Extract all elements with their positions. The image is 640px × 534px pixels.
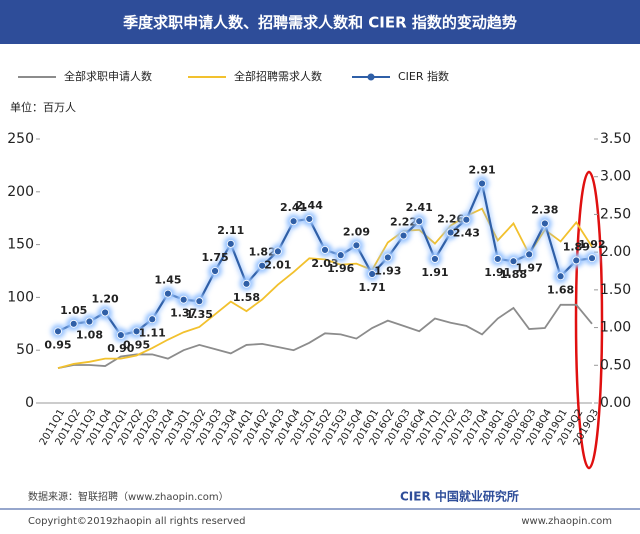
marker [368,270,377,278]
series-line [57,303,593,370]
marker [509,257,518,266]
legend-label: 全部招聘需求人数 [234,69,322,83]
marker [415,217,424,226]
y2-tick-label: 0.50 [600,357,631,373]
marker [226,239,235,248]
data-label: 1.92 [578,238,605,251]
data-label: 0.95 [123,338,150,351]
title-banner [0,0,640,44]
chart-title: 季度求职申请人数、招聘需求人数和 CIER 指数的变动趋势 [123,14,517,32]
data-label: 1.11 [139,326,166,339]
data-label: 2.41 [280,201,307,214]
data-label: 1.20 [92,292,119,305]
data-label: 2.22 [390,216,417,229]
source: 数据来源：智联招聘（www.zhaopin.com） [28,490,229,503]
marker [540,219,549,228]
y2-tick-label: 3.50 [600,131,631,147]
legend-label: CIER 指数 [398,69,449,83]
data-label: 2.01 [264,258,291,271]
marker [85,317,94,326]
y2-tick-label: 2.50 [600,206,631,222]
data-label: 1.68 [547,283,574,296]
highlight-ellipse [574,170,604,470]
data-label: 1.45 [154,274,181,287]
data-label: 2.44 [296,199,323,212]
marker [195,297,204,306]
marker [493,255,502,263]
marker [305,215,314,223]
y-tick-label: 0 [25,395,34,411]
marker [132,327,141,336]
data-label: 1.91 [421,266,448,279]
data-label: 1.91 [484,266,511,279]
data-label: 0.90 [107,342,134,355]
data-label: 1.35 [186,308,213,321]
y2-tick-label: 0.00 [600,395,631,411]
data-label: 1.82 [249,246,276,259]
copyright: Copyright©2019zhaopin all rights reserve… [28,516,245,527]
data-label: 1.58 [233,291,260,304]
data-label: 1.05 [60,304,87,317]
data-label: 1.75 [201,251,228,264]
marker [588,254,596,263]
y2-tick-label: 2.00 [600,244,631,260]
data-label: 1.97 [516,261,543,274]
marker [431,255,439,263]
data-label: 2.11 [217,224,244,237]
marker [242,279,251,288]
data-label: 2.09 [343,225,370,238]
marker [525,250,534,259]
marker [572,256,581,265]
marker [69,319,78,328]
y-tick-label: 50 [16,342,34,358]
marker [148,315,157,324]
y-tick-label: 200 [7,184,34,200]
y-tick-label: 250 [7,131,34,147]
marker [116,331,125,340]
marker [383,253,392,262]
marker [179,295,188,304]
marker [258,261,267,270]
y2-tick-label: 3.00 [600,169,631,185]
series-line [57,207,593,370]
data-label: 1.08 [76,329,103,342]
data-label: 0.95 [44,338,71,351]
legend-marker [367,73,375,81]
data-label: 2.38 [531,203,558,216]
y2-tick-label: 1.00 [600,320,631,336]
y-tick-label: 100 [7,289,34,305]
y-tick-label: 150 [7,237,34,253]
marker [321,245,329,254]
data-label: 2.03 [311,257,338,270]
data-label: 1.89 [563,240,590,253]
marker [399,231,408,240]
data-label: 2.91 [468,164,495,177]
website: www.zhaopin.com [521,516,612,527]
data-label: 2.41 [406,201,433,214]
marker [211,267,219,275]
unit-label: 单位：百万人 [10,100,76,114]
data-label: 1.37 [170,307,197,320]
marker [556,272,565,281]
logo: CIER 中国就业研究所 [400,489,519,504]
marker [54,327,62,336]
data-label: 1.71 [359,281,386,294]
data-label: 1.96 [327,262,354,275]
marker [336,251,345,260]
marker [164,289,172,298]
y2-tick-label: 1.50 [600,282,631,298]
data-label: 2.43 [453,227,480,240]
marker [446,228,455,237]
marker [273,247,282,256]
marker [352,241,361,250]
data-label: 2.26 [437,213,464,226]
marker [462,215,471,224]
legend-label: 全部求职申请人数 [64,69,152,83]
data-label: 1.88 [500,268,527,281]
marker [101,308,110,317]
marker [478,179,486,188]
marker [289,217,298,226]
data-label: 1.93 [374,264,401,277]
